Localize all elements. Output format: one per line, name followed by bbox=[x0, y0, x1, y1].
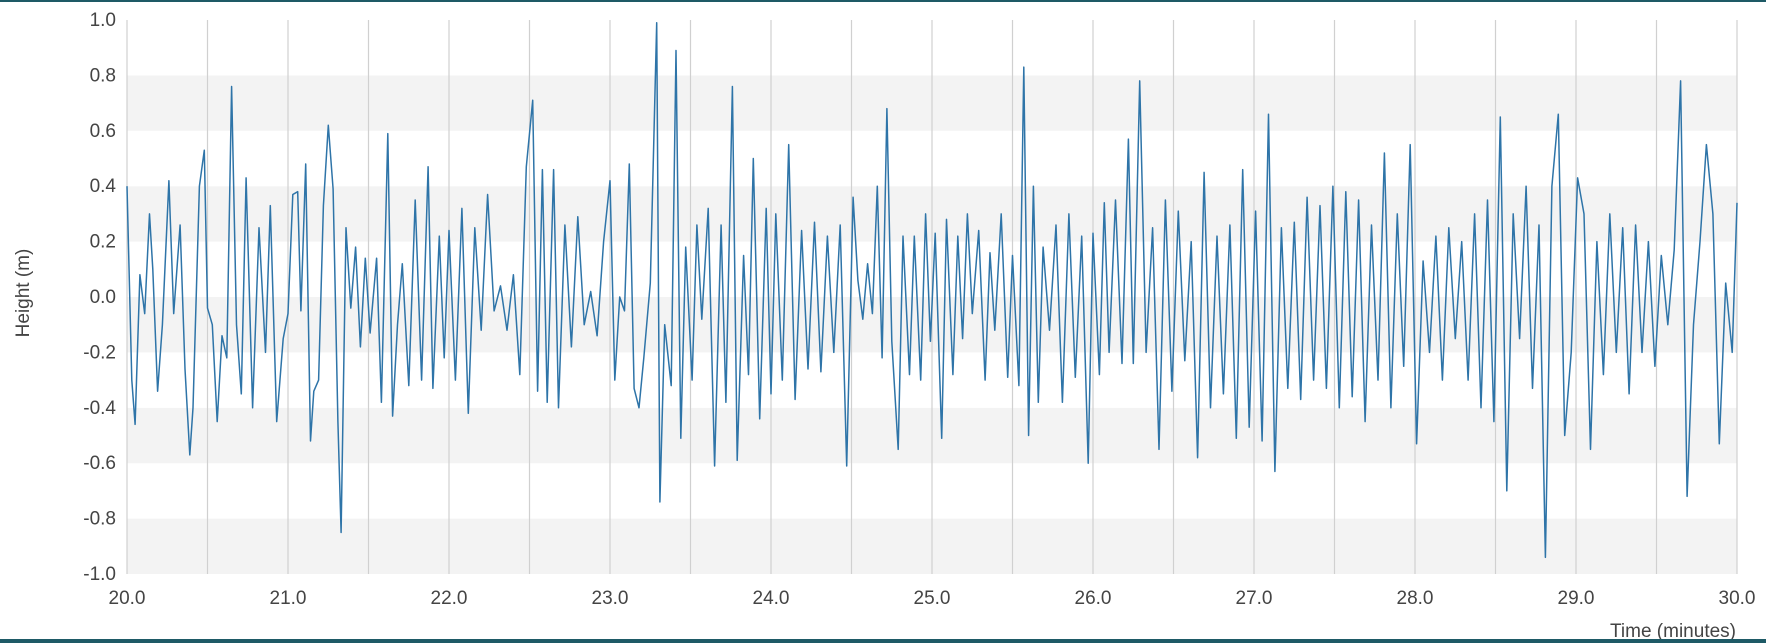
y-tick-label: -0.4 bbox=[83, 398, 116, 419]
y-tick-label: 0.8 bbox=[90, 65, 116, 86]
top-border bbox=[0, 0, 1766, 2]
y-tick-label: 0.2 bbox=[90, 232, 116, 253]
y-tick-label: -0.6 bbox=[83, 453, 116, 474]
x-axis-ticks: 20.0 21.0 22.0 23.0 24.0 25.0 26.0 27.0 28.0 29.0… bbox=[109, 588, 1756, 609]
x-tick-label: 20.0 bbox=[109, 588, 146, 609]
y-tick-label: -0.8 bbox=[83, 509, 116, 530]
x-tick-label: 26.0 bbox=[1075, 588, 1112, 609]
bottom-border bbox=[0, 639, 1766, 643]
y-tick-label: 0.4 bbox=[90, 176, 117, 197]
x-tick-label: 27.0 bbox=[1236, 588, 1273, 609]
x-axis-title: Time (minutes) bbox=[1610, 621, 1736, 642]
x-tick-label: 30.0 bbox=[1719, 588, 1756, 609]
y-tick-label: 1.0 bbox=[90, 10, 116, 31]
x-tick-label: 29.0 bbox=[1558, 588, 1595, 609]
y-tick-label: -1.0 bbox=[83, 564, 116, 585]
x-tick-label: 25.0 bbox=[914, 588, 951, 609]
x-tick-label: 21.0 bbox=[270, 588, 307, 609]
x-tick-label: 28.0 bbox=[1397, 588, 1434, 609]
x-tick-label: 22.0 bbox=[431, 588, 468, 609]
y-tick-label: -0.2 bbox=[83, 342, 116, 363]
x-tick-label: 23.0 bbox=[592, 588, 629, 609]
x-tick-label: 24.0 bbox=[753, 588, 790, 609]
grid-lines bbox=[126, 20, 1738, 574]
y-tick-label: 0.6 bbox=[90, 121, 116, 142]
series-group bbox=[126, 22, 1738, 559]
y-axis-ticks: -1.0 -0.8 -0.6 -0.4 -0.2 0.0 0.2 0.4 0.6 0.8 1.0 bbox=[83, 10, 116, 585]
y-axis-title: Height (m) bbox=[13, 249, 34, 338]
y-tick-label: 0.0 bbox=[90, 287, 116, 308]
series-line bbox=[126, 22, 1738, 559]
